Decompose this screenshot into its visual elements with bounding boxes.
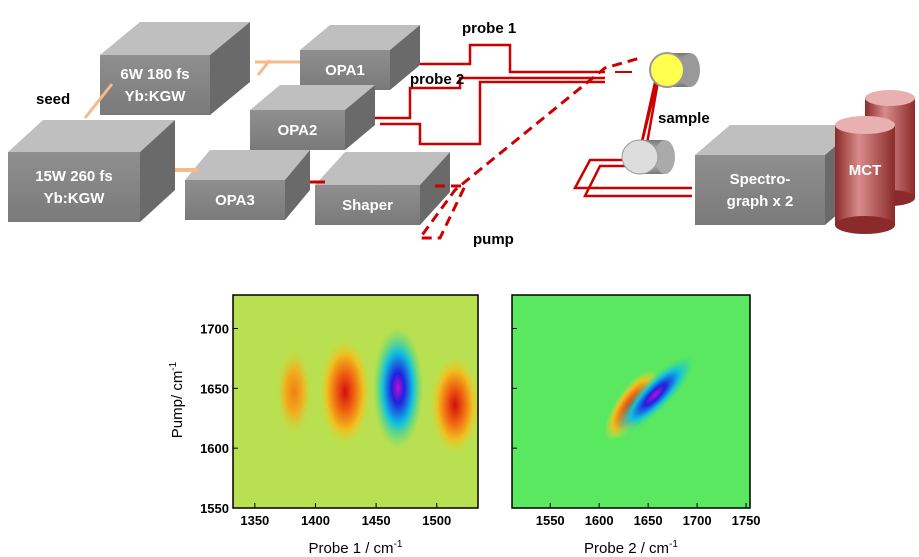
- box-front: [185, 180, 285, 220]
- box-top: [250, 85, 375, 110]
- x-tick-label: 1350: [240, 513, 269, 528]
- label: seed: [36, 91, 70, 108]
- box-front: [100, 55, 210, 115]
- boxes: 6W 180 fs Yb:KGW OPA1 OPA2 15W 260 fs Yb:KGW O…: [8, 22, 860, 225]
- label: probe 1: [462, 20, 516, 37]
- label: pump: [473, 231, 514, 248]
- box-label: OPA2: [278, 122, 318, 139]
- box-front: [8, 152, 140, 222]
- y-tick-label: 1650: [200, 381, 229, 396]
- x-axis-label: Probe 2 / cm-1: [584, 539, 678, 557]
- x-tick-label: 1450: [362, 513, 391, 528]
- x-tick-label: 1750: [732, 513, 761, 528]
- plot-frame: [511, 294, 751, 509]
- y-tick-label: 1700: [200, 322, 229, 337]
- box-side: [420, 152, 450, 225]
- x-tick-label: 1500: [422, 513, 451, 528]
- x-axis-label-sup: -1: [669, 539, 678, 550]
- x-tick-label: 1550: [536, 513, 565, 528]
- box: 6W 180 fs Yb:KGW: [100, 22, 250, 115]
- x-axis-label-text: Probe 2 / cm: [584, 540, 669, 557]
- plot-frame: [232, 294, 479, 509]
- box-side: [345, 85, 375, 150]
- beams: [83, 43, 692, 240]
- box-label: 6W 180 fs: [120, 66, 189, 83]
- x-tick-label: 1600: [585, 513, 614, 528]
- box-label: Shaper: [342, 197, 393, 214]
- sample-optic: [621, 52, 700, 175]
- box-top: [315, 152, 450, 185]
- box: Shaper: [315, 152, 450, 225]
- y-axis-label: Pump/ cm-1: [168, 361, 186, 438]
- y-tick-label: 1600: [200, 441, 229, 456]
- axes: 1350 1400 1450 1500 1550 1600 1650 1700 Probe 1 …: [200, 294, 761, 557]
- box: OPA1: [300, 25, 420, 90]
- box-top: [695, 125, 860, 155]
- x-tick-label: 1400: [301, 513, 330, 528]
- box-side: [285, 150, 310, 220]
- box-label: graph x 2: [727, 193, 794, 210]
- box: 15W 260 fs Yb:KGW: [8, 120, 175, 222]
- x-axis-label: Probe 1 / cm-1: [309, 539, 403, 557]
- label: sample: [658, 110, 710, 127]
- box-label: Yb:KGW: [125, 88, 187, 105]
- box-top: [185, 150, 310, 180]
- box-top: [300, 25, 420, 50]
- box-front: [300, 50, 390, 90]
- box-top: [100, 22, 250, 55]
- box-front: [250, 110, 345, 150]
- label: probe 2: [410, 71, 464, 88]
- box-label: 15W 260 fs: [35, 168, 113, 185]
- x-axis-label-text: Probe 1 / cm: [309, 540, 394, 557]
- box-top: [8, 120, 175, 152]
- x-tick-label: 1650: [634, 513, 663, 528]
- box: OPA2: [250, 85, 375, 150]
- box-label: OPA1: [325, 62, 365, 79]
- box-front: [315, 185, 420, 225]
- y-tick-label: 1550: [200, 501, 229, 516]
- box-front: [695, 155, 825, 225]
- box-side: [140, 120, 175, 222]
- x-axis-label-sup: -1: [394, 539, 403, 550]
- mct: MCT: [835, 90, 915, 234]
- contours: [233, 295, 750, 508]
- box-label: OPA3: [215, 192, 255, 209]
- box-side: [210, 22, 250, 115]
- mct-label: MCT: [849, 162, 882, 179]
- box: OPA3: [185, 150, 310, 220]
- box-side: [390, 25, 420, 90]
- box-label: Spectro-: [730, 171, 791, 188]
- x-tick-label: 1700: [683, 513, 712, 528]
- box-label: Yb:KGW: [44, 190, 106, 207]
